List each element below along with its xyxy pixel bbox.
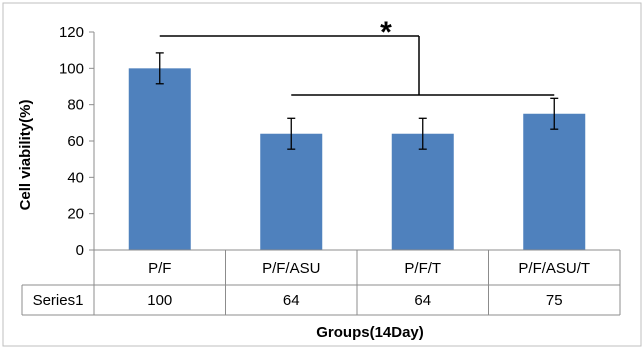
- significance-marker: *: [380, 16, 392, 49]
- y-tick-label: 0: [76, 242, 84, 259]
- x-tick-label: P/F: [148, 260, 171, 277]
- y-tick-label: 100: [59, 60, 84, 77]
- error-bars: [155, 52, 559, 150]
- bar: [128, 68, 191, 250]
- bar: [391, 133, 454, 250]
- x-axis-label: Groups(14Day): [316, 324, 424, 341]
- legend-series-name: Series1: [33, 292, 84, 309]
- y-tick-label: 40: [67, 169, 84, 186]
- data-table: P/F 100 P/F/ASU 64 P/F/T 64 P/F/ASU/T 75 Series1: [21, 249, 621, 316]
- table-value-cell: 64: [414, 292, 431, 309]
- bars: [128, 68, 586, 250]
- table-value-cell: 75: [546, 292, 563, 309]
- x-tick-label: P/F/ASU: [262, 260, 320, 277]
- y-tick-label: 60: [67, 133, 84, 150]
- table-value-cell: 64: [283, 292, 300, 309]
- y-tick-label: 80: [67, 97, 84, 114]
- table-value-cell: 100: [147, 292, 172, 309]
- significance-bracket: *: [159, 16, 555, 96]
- y-tick-label: 20: [67, 206, 84, 223]
- x-tick-label: P/F/T: [404, 260, 441, 277]
- x-tick-label: P/F/ASU/T: [518, 260, 590, 277]
- y-tick-label: 120: [59, 24, 84, 41]
- y-axis-label: Cell viability(%): [17, 100, 34, 211]
- bar: [260, 133, 323, 250]
- bar: [523, 113, 586, 250]
- y-tick-labels: 0 20 40 60 80 100 120: [59, 24, 84, 259]
